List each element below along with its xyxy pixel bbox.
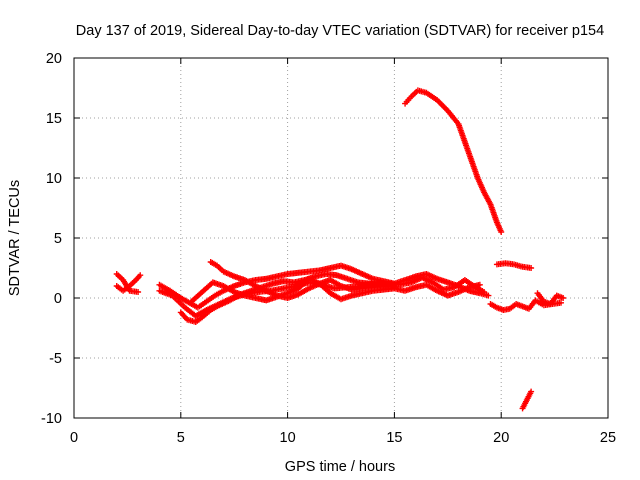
axis-ticks: 0 5 10 15 20 25 -10 -5 0 5 10 15 20	[41, 51, 616, 446]
x-tick-label: 25	[600, 430, 616, 446]
data-point	[135, 289, 142, 295]
x-tick-label: 10	[280, 430, 296, 446]
y-tick-label: 20	[46, 51, 62, 67]
y-tick-label: 10	[46, 171, 62, 187]
x-tick-label: 5	[177, 430, 185, 446]
series-seg-i	[493, 260, 535, 271]
x-tick-label: 15	[386, 430, 402, 446]
y-tick-label: 0	[54, 291, 62, 307]
data-point	[560, 295, 567, 301]
data-point	[528, 388, 535, 395]
data-point	[481, 289, 488, 295]
series-seg-g	[188, 275, 483, 305]
data-point	[498, 229, 505, 235]
y-tick-label: -5	[49, 351, 62, 367]
x-tick-label: 20	[493, 430, 509, 446]
y-tick-label: 15	[46, 111, 62, 127]
series-seg-h	[402, 87, 505, 235]
series-seg-b	[113, 271, 142, 295]
data-point	[528, 265, 535, 271]
data-point	[137, 272, 144, 279]
data-point	[485, 292, 492, 299]
data-point	[558, 299, 565, 306]
data-marks	[113, 87, 567, 412]
series-seg-c	[156, 262, 492, 311]
x-axis-label: GPS time / hours	[285, 459, 395, 475]
y-axis-label: SDTVAR / TECUs	[7, 180, 23, 296]
x-tick-label: 0	[70, 430, 78, 446]
grid	[74, 58, 608, 418]
series-seg-l	[519, 388, 535, 412]
chart-title: Day 137 of 2019, Sidereal Day-to-day VTE…	[76, 23, 604, 39]
series-seg-k	[534, 290, 567, 307]
data-point	[476, 281, 483, 288]
y-tick-label: -10	[41, 411, 62, 427]
y-tick-label: 5	[54, 231, 62, 247]
